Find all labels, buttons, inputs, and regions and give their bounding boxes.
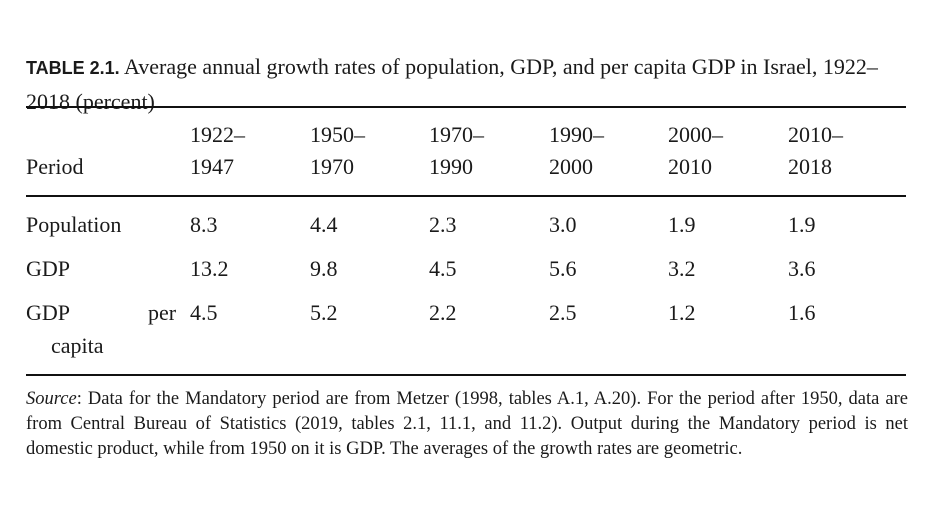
table-cell: 4.5 bbox=[190, 300, 218, 325]
row-label-gdp: GDP bbox=[26, 256, 71, 281]
top-rule bbox=[26, 106, 906, 108]
row-label-population: Population bbox=[26, 212, 122, 237]
table-cell: 3.6 bbox=[788, 256, 816, 281]
table-cell: 5.2 bbox=[310, 300, 338, 325]
table-cell: 4.5 bbox=[429, 256, 457, 281]
column-header-start: 1922– bbox=[190, 122, 245, 147]
table-cell: 1.9 bbox=[788, 212, 816, 237]
table-cell: 5.6 bbox=[549, 256, 577, 281]
column-header-end: 1990 bbox=[429, 154, 473, 179]
bottom-rule bbox=[26, 374, 906, 376]
column-header-end: 1947 bbox=[190, 154, 234, 179]
row-label-gdp-per-capita-c: capita bbox=[51, 333, 104, 358]
column-header-start: 1950– bbox=[310, 122, 365, 147]
source-label: Source bbox=[26, 389, 77, 409]
column-header-start: 1990– bbox=[549, 122, 604, 147]
table-cell: 1.2 bbox=[668, 300, 696, 325]
table-cell: 1.9 bbox=[668, 212, 696, 237]
table-cell: 8.3 bbox=[190, 212, 218, 237]
table-cell: 3.2 bbox=[668, 256, 696, 281]
table-caption: TABLE 2.1. Average annual growth rates o… bbox=[26, 50, 916, 119]
table-cell: 9.8 bbox=[310, 256, 338, 281]
table-cell: 2.2 bbox=[429, 300, 457, 325]
table-cell: 3.0 bbox=[549, 212, 577, 237]
table-cell: 13.2 bbox=[190, 256, 229, 281]
table-cell: 2.5 bbox=[549, 300, 577, 325]
column-header-start: 1970– bbox=[429, 122, 484, 147]
row-label-gdp-per-capita-a: GDP bbox=[26, 300, 71, 325]
column-header-end: 2000 bbox=[549, 154, 593, 179]
row-label-gdp-per-capita-b: per bbox=[148, 300, 177, 325]
column-header-start: 2000– bbox=[668, 122, 723, 147]
column-header-end: 2018 bbox=[788, 154, 832, 179]
column-header-end: 1970 bbox=[310, 154, 354, 179]
source-text: : Data for the Mandatory period are from… bbox=[26, 389, 908, 459]
column-header-end: 2010 bbox=[668, 154, 712, 179]
table-cell: 1.6 bbox=[788, 300, 816, 325]
table-title: Average annual growth rates of populatio… bbox=[26, 54, 878, 114]
table-cell: 2.3 bbox=[429, 212, 457, 237]
row-header-period: Period bbox=[26, 154, 84, 179]
table-label: TABLE 2.1. bbox=[26, 58, 120, 78]
table-cell: 4.4 bbox=[310, 212, 338, 237]
source-note: Source: Data for the Mandatory period ar… bbox=[26, 387, 908, 462]
column-header-start: 2010– bbox=[788, 122, 843, 147]
header-rule bbox=[26, 195, 906, 197]
